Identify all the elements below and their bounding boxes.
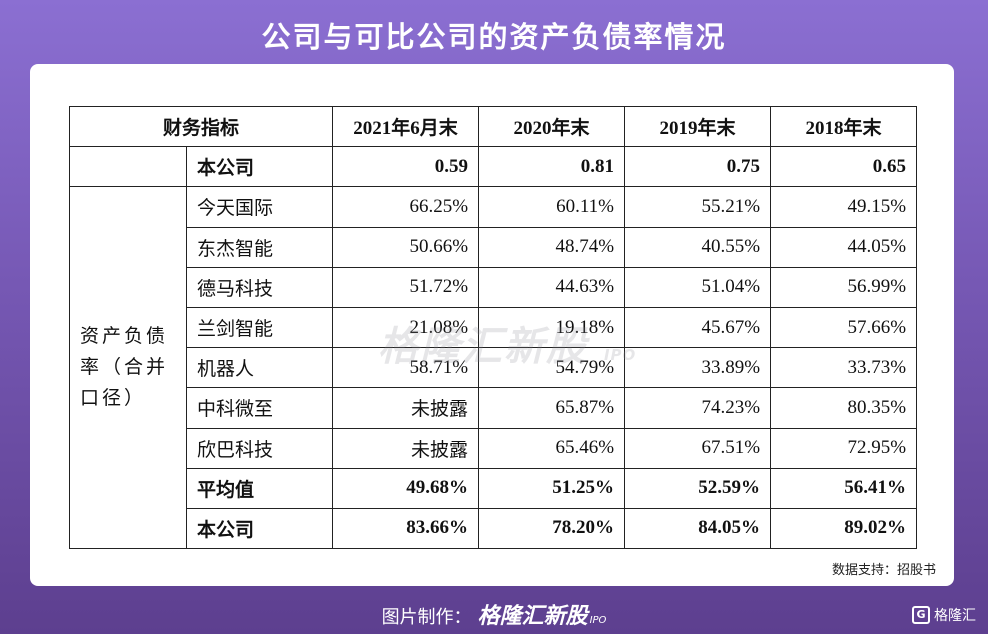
table-row-company: 本公司 83.66% 78.20% 84.05% 89.02% [70, 507, 918, 550]
footer-brand: 格隆汇新股 [477, 604, 588, 629]
table-row: 德马科技 51.72% 44.63% 51.04% 56.99% [70, 266, 918, 308]
table-cell: 57.66% [770, 306, 918, 349]
row-label: 本公司 [185, 507, 334, 550]
row-label: 东杰智能 [185, 226, 334, 268]
header-2019: 2019年末 [624, 105, 772, 148]
table-cell: 19.18% [478, 306, 626, 349]
table-cell: 51.72% [332, 266, 480, 308]
table-cell: 89.02% [770, 507, 918, 550]
table-cell: 66.25% [332, 186, 480, 228]
table-cell: 48.74% [478, 226, 626, 268]
row-label: 中科微至 [185, 387, 334, 429]
table-cell: 84.05% [624, 507, 772, 550]
logo-icon: G [912, 606, 930, 624]
table-cell: 45.67% [624, 306, 772, 349]
row-label: 今天国际 [185, 186, 334, 228]
row-label: 机器人 [185, 347, 334, 389]
table-cell: 67.51% [624, 427, 772, 469]
table-cell: 21.08% [332, 306, 480, 349]
table-row: 东杰智能 50.66% 48.74% 40.55% 44.05% [70, 226, 918, 268]
row-label: 本公司 [185, 146, 334, 188]
group-label: 资产负债率（合并口径） [69, 186, 187, 550]
table-cell: 56.99% [770, 266, 918, 308]
page-title: 公司与可比公司的资产负债率情况 [261, 20, 727, 54]
table-cell: 33.89% [624, 347, 772, 389]
table-cell: 0.65 [770, 146, 918, 188]
footer-prefix: 图片制作： [381, 607, 472, 628]
row-label: 德马科技 [185, 266, 334, 308]
table-cell: 52.59% [624, 467, 772, 509]
table-cell: 40.55% [624, 226, 772, 268]
table-cell: 83.66% [332, 507, 480, 550]
row-label: 平均值 [185, 467, 334, 509]
table-cell: 44.05% [770, 226, 918, 268]
table-cell: 72.95% [770, 427, 918, 469]
table-cell: 54.79% [478, 347, 626, 389]
table-cell: 0.59 [332, 146, 480, 188]
table-cell: 51.04% [624, 266, 772, 308]
table-cell: 55.21% [624, 186, 772, 228]
header-2018: 2018年末 [770, 105, 918, 148]
header-2021h1: 2021年6月末 [332, 105, 480, 148]
table-cell: 未披露 [332, 427, 480, 469]
table-row: 资产负债率（合并口径） 今天国际 66.25% 60.11% 55.21% 49… [69, 186, 918, 550]
row-label: 欣巴科技 [185, 427, 334, 469]
table-header-row: 财务指标 2021年6月末 2020年末 2019年末 2018年末 [68, 105, 918, 148]
empty-cell [69, 146, 187, 188]
table-row: 兰剑智能 21.08% 19.18% 45.67% 57.66% [70, 306, 918, 349]
table-cell: 51.25% [478, 467, 626, 509]
table-cell: 65.46% [478, 427, 626, 469]
source-note: 数据支持：招股书 [831, 563, 936, 578]
corner-logo: G 格隆汇 [912, 605, 976, 625]
footer-suffix: IPO [589, 615, 607, 626]
table-cell: 80.35% [770, 387, 918, 429]
table-cell: 56.41% [770, 467, 918, 509]
financial-table: 财务指标 2021年6月末 2020年末 2019年末 2018年末 本公司 0… [68, 105, 918, 550]
table-cell: 50.66% [332, 226, 480, 268]
table-cell: 60.11% [478, 186, 626, 228]
table-row-average: 平均值 49.68% 51.25% 52.59% 56.41% [70, 467, 918, 509]
header-2020: 2020年末 [478, 105, 626, 148]
table-card: 财务指标 2021年6月末 2020年末 2019年末 2018年末 本公司 0… [30, 64, 954, 586]
table-cell: 49.68% [332, 467, 480, 509]
table-cell: 0.75 [624, 146, 772, 188]
table-cell: 33.73% [770, 347, 918, 389]
table-cell: 78.20% [478, 507, 626, 550]
table-row: 欣巴科技 未披露 65.46% 67.51% 72.95% [70, 427, 918, 469]
header-indicator: 财务指标 [68, 105, 334, 148]
table-cell: 65.87% [478, 387, 626, 429]
row-label: 兰剑智能 [185, 306, 334, 349]
table-cell: 74.23% [624, 387, 772, 429]
table-cell: 58.71% [332, 347, 480, 389]
table-cell: 44.63% [478, 266, 626, 308]
logo-text: 格隆汇 [934, 608, 976, 624]
table-row: 中科微至 未披露 65.87% 74.23% 80.35% [70, 387, 918, 429]
table-cell: 未披露 [332, 387, 480, 429]
table-row: 机器人 58.71% 54.79% 33.89% 33.73% [70, 347, 918, 389]
table-row: 本公司 0.59 0.81 0.75 0.65 [69, 146, 918, 188]
footer-credit: 图片制作： 格隆汇新股 IPO [0, 598, 988, 630]
table-cell: 49.15% [770, 186, 918, 228]
table-cell: 0.81 [478, 146, 626, 188]
